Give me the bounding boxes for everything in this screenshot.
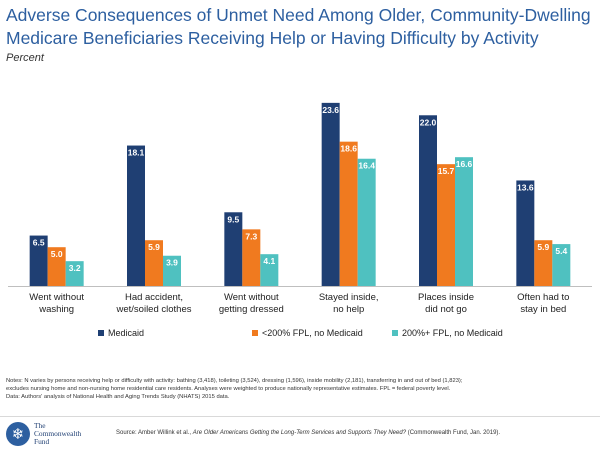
category-label: washing <box>38 304 74 315</box>
category-label: getting dressed <box>219 304 284 315</box>
bar-1 <box>419 115 437 286</box>
data-label: 18.6 <box>340 144 357 154</box>
category-label: Places inside <box>418 292 474 303</box>
legend-swatch <box>392 330 398 336</box>
footer-band <box>0 416 600 451</box>
legend-swatch <box>98 330 104 336</box>
category-label: Went without <box>29 292 84 303</box>
category-label: Stayed inside, <box>319 292 379 303</box>
data-label: 5.9 <box>148 242 160 252</box>
data-label: 18.1 <box>128 148 145 158</box>
data-label: 5.0 <box>51 249 63 259</box>
chart-title: Adverse Consequences of Unmet Need Among… <box>6 5 591 48</box>
bar-3 <box>357 158 376 286</box>
data-label: 6.5 <box>33 238 45 248</box>
data-label: 16.4 <box>358 161 375 171</box>
category-label: stay in bed <box>520 304 566 315</box>
bar-3 <box>163 255 181 286</box>
bar-2 <box>145 240 163 286</box>
data-label: 3.2 <box>69 263 81 273</box>
data-label: 15.7 <box>438 166 455 176</box>
source-suffix: (Commonwealth Fund, Jan. 2019). <box>406 430 501 436</box>
chart-subtitle: Percent <box>6 52 44 64</box>
bar-1 <box>516 180 535 286</box>
notes-line: Notes: N varies by persons receiving hel… <box>6 378 463 384</box>
category-label: Went without <box>224 292 279 303</box>
category-label: no help <box>333 304 364 315</box>
source-prefix: Source: Amber Willink et al., <box>116 430 193 436</box>
legend-label: <200% FPL, no Medicaid <box>262 328 363 338</box>
bar-2 <box>339 141 358 286</box>
bar-3 <box>552 244 571 286</box>
data-label: 23.6 <box>322 105 339 115</box>
logo-line: The <box>34 421 46 430</box>
category-label: Often had to <box>517 292 569 303</box>
data-label: 4.1 <box>263 256 275 266</box>
data-label: 5.9 <box>537 242 549 252</box>
bar-2 <box>47 247 66 286</box>
data-label: 9.5 <box>227 214 239 224</box>
category-label: Had accident, <box>125 292 183 303</box>
bar-3 <box>455 157 473 286</box>
data-label: 16.6 <box>456 159 473 169</box>
logo-wordmark: The Commonwealth Fund <box>34 422 81 446</box>
commonwealth-fund-logo: ❄ The Commonwealth Fund <box>6 420 96 448</box>
data-label: 22.0 <box>420 117 437 127</box>
notes-block: Notes: N varies by persons receiving hel… <box>6 377 594 401</box>
legend-label: Medicaid <box>108 328 144 338</box>
data-label: 3.9 <box>166 258 178 268</box>
bar-2 <box>534 240 553 286</box>
logo-line: Fund <box>34 437 50 446</box>
source-title: Are Older Americans Getting the Long-Ter… <box>192 430 407 436</box>
source-citation: Source: Amber Willink et al., Are Older … <box>116 430 596 436</box>
notes-line: excludes nursing home and non-nursing ho… <box>6 386 451 392</box>
category-label: did not go <box>425 304 467 315</box>
bar-3 <box>260 254 279 286</box>
snowflake-seal-icon: ❄ <box>6 422 30 446</box>
data-source-line: Data: Authors' analysis of National Heal… <box>6 394 230 400</box>
bar-1 <box>29 235 48 286</box>
data-label: 13.6 <box>517 182 534 192</box>
category-label: wet/soiled clothes <box>116 304 192 315</box>
legend-label: 200%+ FPL, no Medicaid <box>402 328 503 338</box>
data-label: 7.3 <box>245 231 257 241</box>
data-label: 5.4 <box>555 246 567 256</box>
bar-1 <box>224 212 243 286</box>
bar-2 <box>242 229 261 286</box>
legend-swatch <box>252 330 258 336</box>
bar-2 <box>437 164 455 286</box>
bar-3 <box>65 261 84 286</box>
bar-1 <box>321 102 340 286</box>
bar-1 <box>127 145 145 286</box>
logo-line: Commonwealth <box>34 429 82 438</box>
